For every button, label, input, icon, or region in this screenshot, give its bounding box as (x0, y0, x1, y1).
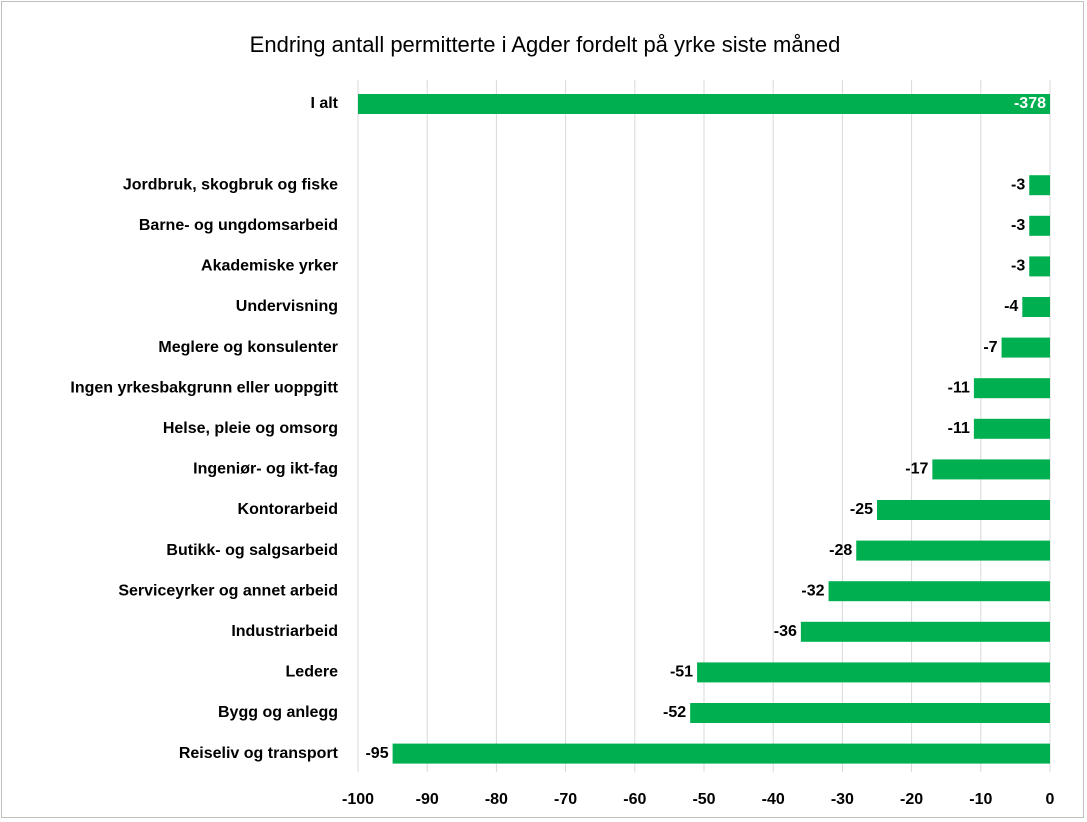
data-label: -51 (670, 664, 693, 681)
data-label: -11 (948, 420, 970, 437)
y-tick-label: Undervisning (236, 298, 338, 315)
data-label: -378 (1014, 95, 1046, 112)
data-label: -28 (829, 542, 852, 559)
data-label: -36 (774, 623, 797, 640)
bar (1022, 297, 1050, 317)
bar (690, 703, 1050, 723)
x-tick-label: -40 (762, 791, 785, 808)
bar (1029, 215, 1050, 236)
data-label: -95 (365, 745, 388, 762)
x-tick-label: -20 (900, 791, 923, 808)
x-tick-label: -10 (969, 791, 992, 808)
data-label: -3 (1011, 258, 1025, 275)
bar (1029, 175, 1050, 196)
y-tick-label: Serviceyrker og annet arbeid (118, 582, 338, 599)
bar (856, 540, 1050, 561)
data-label: -52 (663, 704, 686, 721)
bar (973, 378, 1050, 399)
data-label: -7 (983, 339, 997, 356)
y-tick-label: Bygg og anlegg (218, 704, 338, 721)
y-tick-label: Industriarbeid (231, 623, 338, 640)
x-tick-label: -100 (342, 791, 374, 808)
data-label: -3 (1011, 217, 1025, 234)
chart-title: Endring antall permitterte i Agder forde… (250, 32, 841, 57)
x-tick-label: -70 (554, 791, 577, 808)
y-tick-label: Jordbruk, skogbruk og fiske (123, 176, 338, 193)
bar (877, 500, 1050, 520)
y-tick-label: Reiseliv og transport (179, 745, 339, 762)
bar (932, 459, 1050, 480)
y-tick-label: Ingen yrkesbakgrunn eller uoppgitt (70, 379, 338, 396)
bar (1029, 256, 1050, 277)
data-label: -11 (948, 379, 970, 396)
bar (828, 581, 1050, 602)
bar (1001, 337, 1050, 358)
y-tick-label: Meglere og konsulenter (158, 339, 338, 356)
y-tick-label: Akademiske yrker (201, 258, 338, 275)
bar (973, 418, 1050, 439)
bar (697, 662, 1050, 683)
y-tick-label: Barne- og ungdomsarbeid (139, 217, 338, 234)
data-label: -25 (850, 501, 873, 518)
bar (358, 94, 1050, 114)
bar (800, 621, 1050, 642)
data-label: -32 (801, 582, 824, 599)
data-label: -17 (905, 461, 928, 478)
x-tick-label: -60 (623, 791, 646, 808)
y-tick-label: I alt (310, 95, 338, 112)
y-tick-label: Butikk- og salgsarbeid (166, 542, 338, 559)
bar (392, 743, 1051, 764)
y-tick-label: Helse, pleie og omsorg (163, 420, 338, 437)
y-tick-label: Kontorarbeid (238, 501, 338, 518)
x-tick-label: -90 (416, 791, 439, 808)
x-tick-label: -30 (831, 791, 854, 808)
y-tick-label: Ingeniør- og ikt-fag (193, 461, 338, 478)
data-label: -4 (1004, 298, 1018, 315)
x-tick-label: -80 (485, 791, 508, 808)
data-label: -3 (1011, 176, 1025, 193)
x-tick-label: -50 (692, 791, 715, 808)
y-tick-label: Ledere (286, 664, 339, 681)
x-tick-label: 0 (1046, 791, 1055, 808)
